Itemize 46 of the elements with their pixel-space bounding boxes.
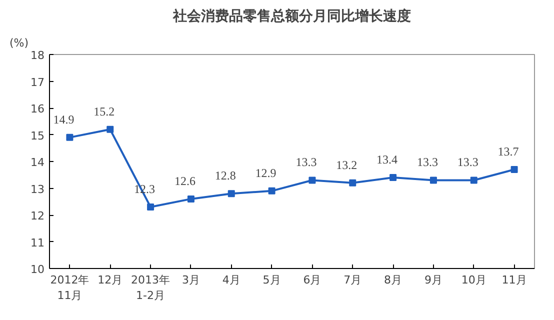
x-tick-label: 9月 xyxy=(424,274,442,286)
data-label: 13.7 xyxy=(498,144,519,159)
x-tick-label: 6月 xyxy=(303,274,322,286)
y-tick-label: 14 xyxy=(30,156,45,169)
y-tick-label: 13 xyxy=(30,182,45,196)
point xyxy=(147,203,154,210)
y-tick-label: 12 xyxy=(30,210,45,222)
x-tick-label: 7月 xyxy=(344,274,362,286)
data-label: 12.6 xyxy=(174,174,196,188)
y-tick-label: 18 xyxy=(30,49,45,62)
x-tick-label: 5月 xyxy=(262,274,281,286)
x-tick-label: 10月 xyxy=(461,274,486,286)
x-tick-label: 11月 xyxy=(502,274,527,286)
x-tick-label: 4月 xyxy=(222,274,240,286)
data-label: 12.8 xyxy=(214,168,236,183)
point xyxy=(228,190,235,198)
data-label: 13.4 xyxy=(376,152,398,167)
point xyxy=(308,176,316,184)
x-tick-label: 2012年 11月 xyxy=(50,274,90,302)
data-label: 13.2 xyxy=(336,158,358,172)
data-label: 13.3 xyxy=(457,155,478,170)
data-label: 12.9 xyxy=(255,166,276,180)
point xyxy=(349,179,356,186)
y-tick-label: 11 xyxy=(30,236,45,250)
y-tick-label: 17 xyxy=(30,76,45,89)
chart-title: 社会消费品零售总额分月同比增长速度 xyxy=(172,8,411,24)
x-tick-label: 8月 xyxy=(384,274,402,286)
data-label: 13.3 xyxy=(416,155,438,170)
y-tick-label: 16 xyxy=(30,102,45,116)
data-label: 14.9 xyxy=(53,112,74,126)
point xyxy=(268,187,276,194)
x-tick-label: 3月 xyxy=(182,274,200,286)
point xyxy=(106,126,114,133)
x-tick-label: 12月 xyxy=(98,274,123,286)
point xyxy=(66,134,74,141)
x-tick-label: 2013年 1-2月 xyxy=(131,274,170,302)
point xyxy=(390,174,397,182)
data-label: 15.2 xyxy=(94,104,115,118)
y-axis-title: (%) xyxy=(10,36,29,50)
point xyxy=(430,176,437,184)
data-label: 13.3 xyxy=(296,155,317,170)
point xyxy=(510,166,518,174)
y-tick-label: 10 xyxy=(30,263,45,276)
y-tick-label: 15 xyxy=(30,129,45,142)
point xyxy=(470,176,478,184)
point xyxy=(187,195,194,202)
